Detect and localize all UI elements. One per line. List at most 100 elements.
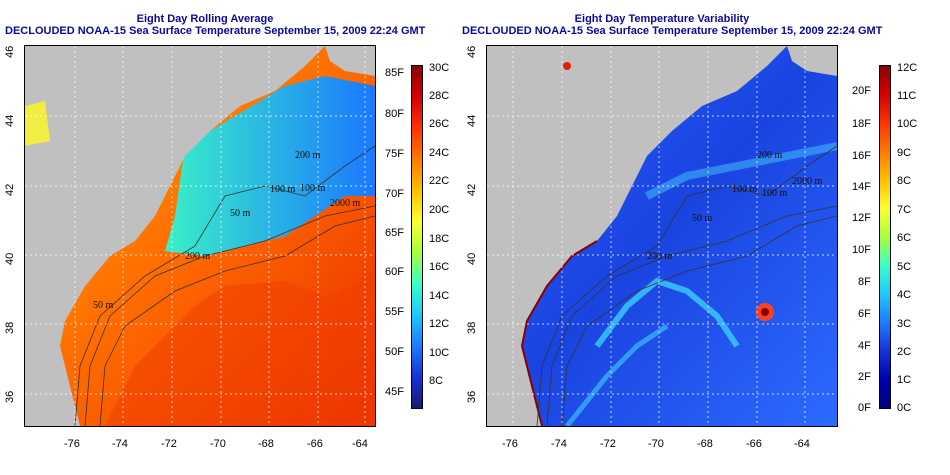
right-cb-f-label: 16F xyxy=(852,150,871,162)
right-cb-c-label: 7C xyxy=(897,204,912,216)
left-title-subtitle: DECLOUDED NOAA-15 Sea Surface Temperatur… xyxy=(5,25,426,37)
left-title-main: Eight Day Rolling Average xyxy=(136,13,274,25)
left-x-tick: -70 xyxy=(210,438,226,450)
right-cb-c-label: 4C xyxy=(897,289,912,301)
left-title: Eight Day Rolling Average DECLOUDED NOAA… xyxy=(5,13,426,37)
right-colorbar xyxy=(879,65,891,409)
left-y-tick: 44 xyxy=(4,114,16,127)
right-y-tick: 38 xyxy=(466,321,478,334)
left-cb-c-label: 8C xyxy=(429,375,444,387)
right-y-tick: 36 xyxy=(466,390,478,403)
right-cb-f-label: 18F xyxy=(852,118,871,130)
right-x-tick: -66 xyxy=(746,438,762,450)
left-cb-f-label: 55F xyxy=(385,306,404,318)
right-cb-f-label: 8F xyxy=(858,276,871,288)
right-title-subtitle: DECLOUDED NOAA-15 Sea Surface Temperatur… xyxy=(462,25,883,37)
right-contour-label: 50 m xyxy=(692,213,713,224)
left-cb-f-label: 85F xyxy=(385,67,404,79)
left-cb-f-label: 75F xyxy=(385,148,404,160)
left-contour-label: 200 m xyxy=(295,150,321,161)
right-land-ne xyxy=(787,46,837,76)
left-cb-c-label: 22C xyxy=(429,175,450,187)
left-x-tick: -64 xyxy=(352,438,368,450)
left-x-tick: -66 xyxy=(307,438,323,450)
left-cb-c-label: 24C xyxy=(429,147,450,159)
right-cb-c-label: 8C xyxy=(897,175,912,187)
left-colorbar xyxy=(411,65,423,409)
right-x-tick: -70 xyxy=(648,438,664,450)
right-x-tick: -68 xyxy=(697,438,713,450)
left-y-tick: 46 xyxy=(4,45,16,58)
right-cb-f-label: 14F xyxy=(852,181,871,193)
left-cb-c-label: 26C xyxy=(429,118,450,130)
right-cyan-streak xyxy=(594,277,740,348)
right-cb-c-label: 2C xyxy=(897,346,912,358)
right-contour-label: 2000 m xyxy=(792,176,823,187)
right-cb-f-label: 4F xyxy=(858,340,871,352)
right-cb-c-label: 6C xyxy=(897,232,912,244)
left-cb-f-label: 70F xyxy=(385,188,404,200)
right-contour-label: 100 m xyxy=(762,188,788,199)
left-contour-label: 50 m xyxy=(230,208,251,219)
left-cb-f-label: 50F xyxy=(385,346,404,358)
left-y-tick: 38 xyxy=(4,321,16,334)
left-cb-c-label: 28C xyxy=(429,90,450,102)
left-cb-f-label: 80F xyxy=(385,108,404,120)
right-contour-100 xyxy=(536,145,837,426)
right-cyan-band xyxy=(645,142,837,200)
left-cb-f-label: 60F xyxy=(385,266,404,278)
left-cb-f-label: 45F xyxy=(385,386,404,398)
left-contour-label: 50 m xyxy=(93,300,114,311)
left-y-tick: 42 xyxy=(4,183,16,196)
right-title-main: Eight Day Temperature Variability xyxy=(574,13,750,25)
right-cb-f-label: 2F xyxy=(858,371,871,383)
left-cb-c-label: 20C xyxy=(429,204,450,216)
right-cb-f-label: 6F xyxy=(858,308,871,320)
left-cb-c-label: 16C xyxy=(429,261,450,273)
right-variability-map: 200 m 100 m 2000 m 50 m 100 m 200 m xyxy=(487,46,837,426)
right-x-tick: -74 xyxy=(551,438,567,450)
left-cb-c-label: 10C xyxy=(429,347,450,359)
right-cb-c-label: 9C xyxy=(897,147,912,159)
right-cb-c-label: 11C xyxy=(897,90,917,102)
right-title: Eight Day Temperature Variability DECLOU… xyxy=(462,13,883,37)
left-x-tick: -72 xyxy=(161,438,177,450)
right-x-tick: -64 xyxy=(794,438,810,450)
right-cb-c-label: 3C xyxy=(897,318,912,330)
right-contour-label: 100 m xyxy=(732,184,758,195)
right-cb-c-label: 12C xyxy=(897,62,918,74)
right-contour-2000 xyxy=(561,215,837,426)
left-x-tick: -76 xyxy=(64,438,80,450)
right-cyan-streak xyxy=(565,323,669,426)
left-cb-c-label: 14C xyxy=(429,290,450,302)
right-y-tick: 46 xyxy=(466,45,478,58)
left-cb-c-label: 18C xyxy=(429,233,450,245)
right-y-tick: 40 xyxy=(466,252,478,265)
left-contour-label: 2000 m xyxy=(330,198,361,209)
left-land-ne xyxy=(325,46,375,76)
left-grid xyxy=(25,46,375,426)
right-eddy-core xyxy=(761,308,769,316)
left-shelf-water xyxy=(165,76,375,256)
right-contour-label: 200 m xyxy=(647,251,673,262)
right-y-tick: 42 xyxy=(466,183,478,196)
left-coastal-warm xyxy=(25,101,50,146)
left-contour-200 xyxy=(84,205,375,426)
left-y-tick: 36 xyxy=(4,390,16,403)
left-x-tick: -68 xyxy=(258,438,274,450)
left-x-tick: -74 xyxy=(112,438,128,450)
right-cb-c-label: 5C xyxy=(897,261,912,273)
right-x-tick: -76 xyxy=(502,438,518,450)
right-cb-f-label: 12F xyxy=(852,212,871,224)
right-cb-f-label: 10F xyxy=(852,244,871,256)
right-cb-c-label: 10C xyxy=(897,118,918,130)
right-cb-c-label: 1C xyxy=(897,374,912,386)
left-contour-100 xyxy=(74,145,375,426)
left-contour-2000 xyxy=(99,215,375,426)
left-land xyxy=(25,46,325,426)
right-x-tick: -72 xyxy=(600,438,616,450)
right-cb-f-label: 0F xyxy=(858,402,871,414)
left-cb-c-label: 12C xyxy=(429,318,450,330)
left-y-tick: 40 xyxy=(4,252,16,265)
right-cb-f-label: 20F xyxy=(852,85,871,97)
